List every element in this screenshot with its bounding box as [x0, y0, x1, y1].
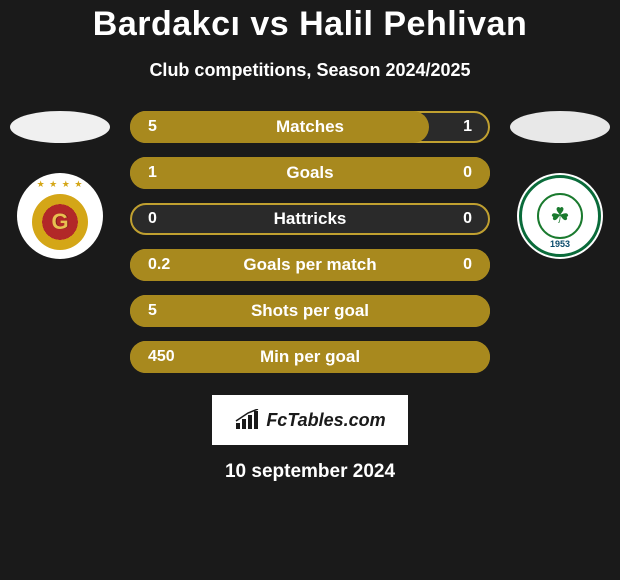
- stat-value-left: 0: [130, 210, 190, 228]
- team-right-year: 1953: [550, 239, 570, 249]
- team-right-logo: ☘ 1953: [517, 173, 603, 259]
- stat-value-left: 0.2: [130, 256, 190, 274]
- stat-value-left: 1: [130, 164, 190, 182]
- team-left-stars-icon: ★ ★ ★ ★: [37, 179, 84, 190]
- page-title: Bardakcı vs Halil Pehlivan: [0, 5, 620, 44]
- player-left-avatar: [10, 111, 110, 143]
- leaf-icon: ☘: [550, 203, 570, 229]
- stat-bar: 0Hattricks0: [130, 203, 490, 235]
- stat-label: Goals per match: [190, 255, 430, 275]
- stat-value-left: 5: [130, 118, 190, 136]
- stat-value-left: 5: [130, 302, 190, 320]
- stat-value-right: 0: [430, 164, 490, 182]
- stat-bar: 0.2Goals per match0: [130, 249, 490, 281]
- team-left-logo: ★ ★ ★ ★ G: [17, 173, 103, 259]
- stat-label: Goals: [190, 163, 430, 183]
- stat-label: Shots per goal: [190, 301, 430, 321]
- brand-text: FcTables.com: [266, 410, 385, 431]
- stat-bar: 450Min per goal: [130, 341, 490, 373]
- main-row: ★ ★ ★ ★ G 5Matches11Goals00Hattricks00.2…: [0, 111, 620, 373]
- stat-bars: 5Matches11Goals00Hattricks00.2Goals per …: [130, 111, 490, 373]
- comparison-infographic: Bardakcı vs Halil Pehlivan Club competit…: [0, 0, 620, 580]
- team-right-badge-icon: ☘ 1953: [519, 175, 601, 257]
- stat-label: Min per goal: [190, 347, 430, 367]
- date-label: 10 september 2024: [0, 461, 620, 483]
- page-subtitle: Club competitions, Season 2024/2025: [0, 60, 620, 81]
- team-left-badge-icon: G: [32, 194, 88, 250]
- stat-value-left: 450: [130, 348, 190, 366]
- left-player-column: ★ ★ ★ ★ G: [8, 111, 112, 259]
- stat-bar: 5Matches1: [130, 111, 490, 143]
- stat-value-right: 0: [430, 210, 490, 228]
- brand-badge: FcTables.com: [212, 395, 408, 445]
- stat-value-right: 1: [430, 118, 490, 136]
- player-right-avatar: [510, 111, 610, 143]
- stat-value-right: 0: [430, 256, 490, 274]
- stat-bar: 1Goals0: [130, 157, 490, 189]
- stat-label: Hattricks: [190, 209, 430, 229]
- stat-bar: 5Shots per goal: [130, 295, 490, 327]
- brand-chart-icon: [234, 409, 260, 431]
- stat-label: Matches: [190, 117, 430, 137]
- right-player-column: ☘ 1953: [508, 111, 612, 259]
